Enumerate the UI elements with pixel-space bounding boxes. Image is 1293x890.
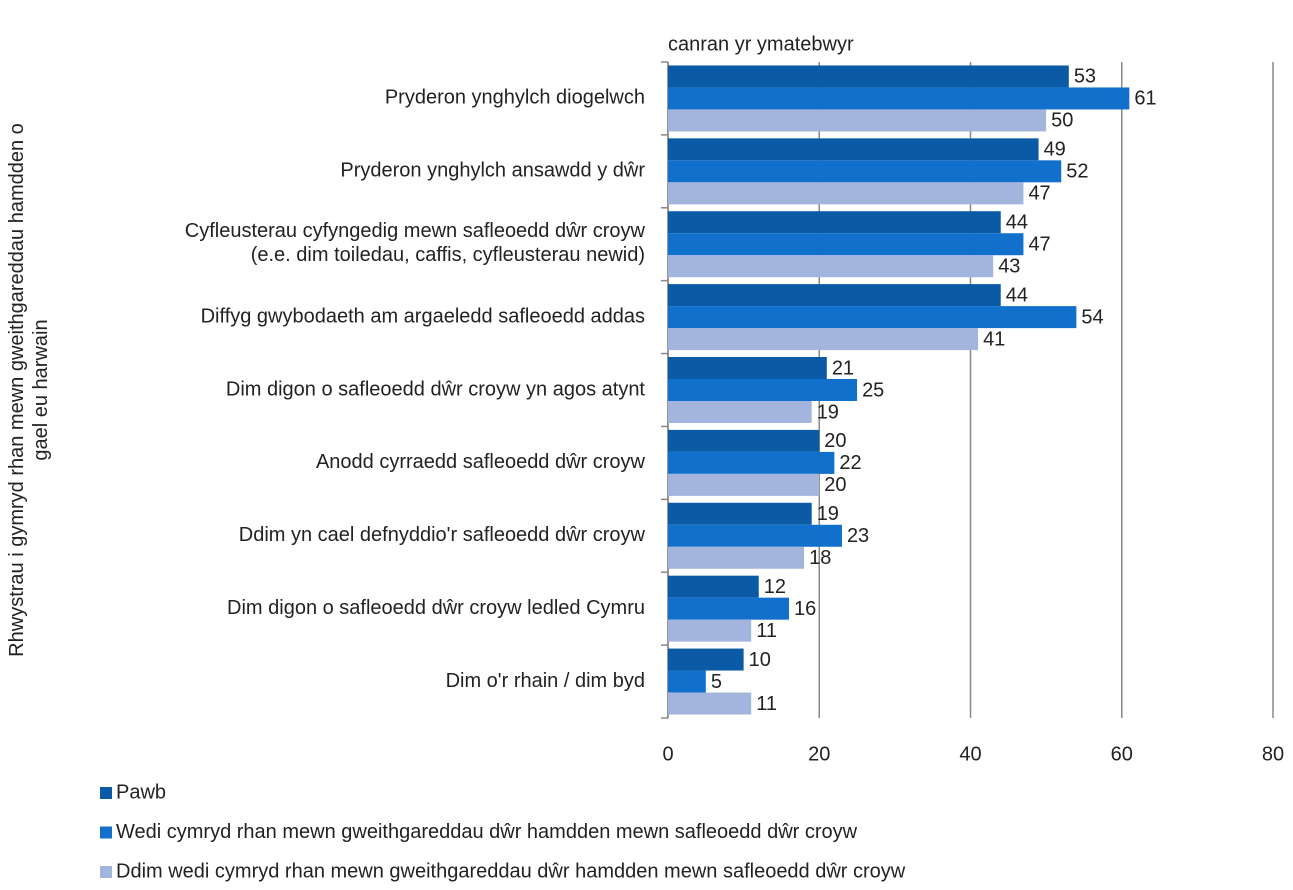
x-tick-label: 40 [959,743,981,765]
bar [668,160,1062,183]
x-axis-label: canran yr ymatebwyr [668,33,854,55]
bar [668,451,835,474]
bar [668,473,820,496]
bar [668,306,1077,329]
bar [668,502,812,525]
data-label: 25 [862,379,884,401]
x-tick-label: 0 [662,743,673,765]
data-label: 16 [794,598,816,620]
data-label: 12 [764,576,786,598]
data-label: 10 [749,649,771,671]
data-label: 43 [998,256,1020,278]
data-label: 47 [1028,183,1050,205]
data-label: 5 [711,671,722,693]
bar [668,575,759,598]
bar [668,255,994,278]
bar [668,429,820,452]
legend-label: Pawb [116,781,166,803]
legend-swatch [100,866,112,878]
legend-swatch [100,787,112,799]
bar [668,357,827,379]
bar [668,401,812,423]
bar [668,284,1001,307]
bar [668,109,1047,132]
bar [668,524,842,547]
legend-label: Wedi cymryd rhan mewn gweithgareddau dŵr… [116,821,858,843]
data-label: 11 [756,693,777,715]
data-label: 50 [1051,110,1073,132]
bar [668,182,1024,205]
data-label: 18 [809,547,831,569]
data-label: 44 [1006,284,1028,306]
data-label: 11 [756,620,777,642]
data-label: 49 [1044,139,1066,161]
y-axis-label: Rhwystrau i gymryd rhan mewn gweithgared… [6,123,52,657]
data-label: 22 [839,452,861,474]
x-tick-label: 60 [1111,743,1133,765]
bar [668,648,744,671]
bar [668,87,1130,110]
data-label: 44 [1006,212,1028,234]
category-label: Pryderon ynghylch ansawdd y dŵr [340,160,645,182]
legend-swatch [100,826,112,839]
category-label: Pryderon ynghylch diogelwch [385,87,645,109]
category-label: Diffyg gwybodaeth am argaeledd safleoedd… [201,305,645,327]
bar [668,597,789,620]
category-label: Dim digon o safleoedd dŵr croyw ledled C… [227,597,645,619]
data-label: 21 [832,357,854,379]
category-label: Dim digon o safleoedd dŵr croyw yn agos … [226,378,646,400]
data-label: 52 [1066,161,1088,183]
x-tick-label: 20 [808,743,830,765]
category-label: Anodd cyrraedd safleoedd dŵr croyw [316,451,646,473]
data-label: 41 [983,328,1005,350]
data-label: 20 [824,474,846,496]
bar [668,546,805,569]
bar [668,211,1001,234]
bar [668,328,979,351]
data-label: 53 [1074,66,1096,88]
category-label: Dim o'r rhain / dim byd [446,670,645,692]
bar [668,379,858,401]
data-label: 19 [817,503,839,525]
data-label: 19 [817,401,839,423]
category-label: Cyfleusterau cyfyngedig mewn safleoedd d… [185,221,646,267]
data-label: 61 [1134,88,1156,110]
data-label: 20 [824,430,846,452]
data-label: 23 [847,525,869,547]
legend-label: Ddim wedi cymryd rhan mewn gweithgaredda… [116,860,906,882]
bar [668,65,1069,88]
data-label: 47 [1028,234,1050,256]
bar [668,138,1039,161]
bar [668,692,752,715]
bar [668,670,706,693]
data-label: 54 [1081,306,1103,328]
bar [668,619,752,642]
category-label: Ddim yn cael defnyddio'r safleoedd dŵr c… [239,524,646,546]
x-tick-label: 80 [1262,743,1284,765]
bar [668,233,1024,256]
